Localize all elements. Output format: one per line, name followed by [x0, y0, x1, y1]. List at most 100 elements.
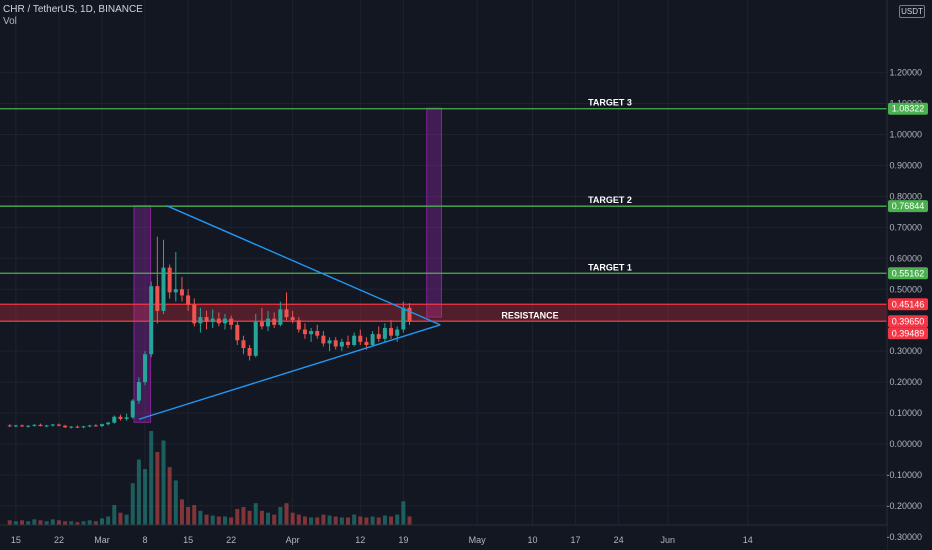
candle-body [124, 417, 129, 419]
candle [167, 264, 172, 299]
candle [302, 323, 307, 339]
candle-body [333, 340, 338, 347]
candle [309, 327, 314, 342]
candle-body [296, 320, 301, 330]
candle [161, 239, 166, 315]
candle [130, 399, 135, 419]
y-tick-label: 1.00000 [889, 130, 922, 140]
candle-body [106, 422, 111, 425]
candle [56, 423, 61, 427]
candle-body [13, 425, 18, 427]
x-tick-label: 15 [183, 535, 193, 545]
candle [198, 307, 203, 333]
volume-bar [100, 518, 104, 526]
candle [382, 323, 387, 342]
candle [192, 298, 197, 327]
volume-bar [161, 440, 166, 526]
candle [216, 312, 221, 327]
volume-label[interactable]: Vol [3, 16, 17, 27]
candle [266, 310, 271, 332]
volume-bar [382, 515, 387, 526]
currency-badge[interactable]: USDT [899, 5, 925, 18]
candle-body [346, 341, 350, 345]
level-price-tag: 0.39650 [888, 315, 928, 328]
volume-bar [44, 521, 49, 526]
y-tick-label: -0.30000 [886, 532, 922, 542]
candle-body [50, 424, 55, 426]
price-tag-bg [888, 102, 928, 115]
volume-bar [198, 510, 203, 526]
volume-bar [13, 521, 18, 526]
candle [87, 424, 92, 428]
candle-body [112, 416, 117, 423]
candle [290, 310, 295, 324]
volume-bar [167, 467, 172, 526]
volume-bar [223, 516, 227, 526]
y-tick-label: 0.20000 [889, 377, 922, 387]
symbol-title[interactable]: CHR / TetherUS, 1D, BINANCE [3, 4, 143, 15]
candle-body [364, 341, 369, 345]
volume-bar [333, 516, 338, 526]
volume-bar [143, 469, 148, 526]
candle [124, 413, 129, 421]
x-tick-label: 22 [54, 535, 64, 545]
level-price-tag: 0.76844 [888, 200, 928, 213]
x-tick-label: May [469, 535, 487, 545]
x-tick-label: Mar [94, 535, 110, 545]
volume-bar [241, 507, 246, 526]
volume-bar [87, 520, 92, 526]
candle [259, 307, 264, 330]
candle-body [130, 400, 135, 418]
candle-body [266, 318, 271, 327]
candle [93, 424, 98, 427]
candle [118, 414, 123, 421]
volume-bar [296, 514, 301, 526]
y-tick-label: -0.10000 [886, 470, 922, 480]
volume-bar [204, 514, 209, 526]
candle [106, 421, 111, 426]
candle-body [155, 286, 160, 311]
candle-body [81, 426, 86, 428]
candle-body [223, 318, 227, 324]
level-price-tag: 1.08322 [888, 102, 928, 115]
x-tick-label: 8 [143, 535, 148, 545]
volume-bar [186, 507, 191, 526]
candle [346, 335, 350, 349]
volume-bar [309, 517, 314, 526]
candle [210, 309, 215, 328]
candle-body [358, 335, 363, 342]
triangle-trendlines[interactable] [138, 205, 441, 420]
price-tag-text: 0.55162 [892, 268, 925, 278]
candle-body [395, 329, 400, 336]
price-tag-text: 0.39489 [892, 328, 925, 338]
range-box [426, 107, 442, 318]
candle-body [192, 304, 197, 324]
candle-body [32, 424, 37, 426]
candle [358, 329, 363, 345]
candle-body [284, 309, 289, 318]
price-tag-text: 1.08322 [892, 104, 925, 114]
volume-bar [69, 521, 74, 526]
candle-body [339, 341, 344, 347]
candle [50, 423, 55, 427]
candle [235, 321, 240, 345]
x-tick-label: Jun [661, 535, 676, 545]
candle [143, 351, 148, 386]
candle [179, 276, 184, 302]
candle [69, 426, 74, 429]
y-tick-label: 0.90000 [889, 160, 922, 170]
level-price-tag: 0.55162 [888, 267, 928, 280]
candle-body [241, 340, 246, 349]
time-axis[interactable]: 15 22 Mar 8 15 22 Apr 12 19 May 10 17 24 Jun 14 [0, 524, 887, 550]
x-tick-label: 10 [527, 535, 537, 545]
volume-bar [247, 510, 252, 526]
candle [376, 326, 381, 342]
candle-body [186, 295, 191, 305]
candle [7, 424, 12, 427]
volume-bar [352, 514, 357, 526]
candle [284, 292, 289, 321]
candle [63, 424, 68, 428]
candle-body [179, 289, 184, 296]
candle [333, 337, 338, 350]
